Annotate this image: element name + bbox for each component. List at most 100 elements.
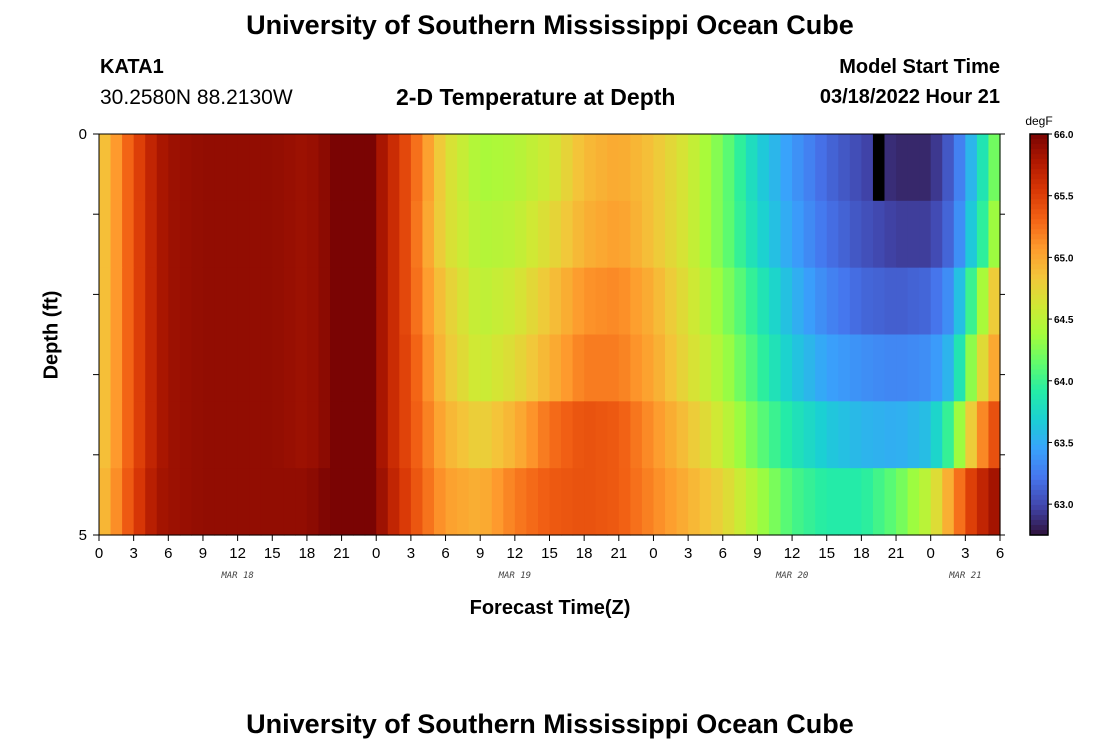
heatmap-cell [722,334,735,402]
heatmap-cell [272,267,285,336]
colorbar-swatch [1030,369,1048,376]
heatmap-cell [942,267,955,336]
heatmap-cell [792,134,805,202]
heatmap-cell [872,267,886,336]
heatmap-cell [376,401,389,469]
heatmap-cell [480,134,493,202]
heatmap-cell [815,468,828,536]
heatmap-cell [699,134,712,202]
heatmap-cell [202,334,216,402]
colorbar-swatch [1030,239,1048,245]
heatmap-cell [387,401,400,469]
heatmap-cell [792,267,805,336]
heatmap-cell [907,401,920,469]
colorbar-swatch [1030,454,1048,461]
heatmap-cell [688,134,701,202]
colorbar-swatch [1030,209,1048,215]
heatmap-cell [249,401,262,469]
heatmap-cell [526,200,539,269]
heatmap-cell [826,468,839,536]
y-tick-label: 5 [79,527,87,544]
heatmap-cell [457,267,470,336]
heatmap-cell [249,134,262,202]
heatmap-cell [399,267,412,336]
heatmap-cell [122,468,135,536]
colorbar-swatch [1030,349,1048,356]
heatmap-cell [99,134,112,202]
heatmap-cell [757,468,770,536]
heatmap-cell [318,468,331,536]
heatmap-cell [838,468,851,536]
heatmap-cell [722,267,735,336]
heatmap-cell [618,401,631,469]
heatmap-cell [618,334,631,402]
heatmap-cell [965,334,978,402]
heatmap-cell [387,334,400,402]
heatmap-cell [214,468,227,536]
heatmap-cell [179,267,193,336]
heatmap-cell [711,134,724,202]
heatmap-cell [168,401,181,469]
heatmap-cell [503,200,516,269]
heatmap-cell [630,134,643,202]
heatmap-cell [503,267,516,336]
heatmap-cell [99,200,112,269]
heatmap-cell [491,401,504,469]
colorbar-tick-label: 65.0 [1054,253,1074,264]
heatmap-cell [283,200,296,269]
heatmap-cell [110,401,123,469]
heatmap-cell [630,267,643,336]
heatmap-cell [168,267,181,336]
x-day-label: MAR 20 [775,571,809,581]
heatmap-cell [942,401,955,469]
heatmap-cell [445,401,458,469]
heatmap-cell [930,468,943,536]
heatmap-cell [433,200,447,269]
heatmap-cell [214,134,227,202]
heatmap-cell [976,200,990,269]
x-tick-label: 3 [129,545,137,562]
heatmap-cell [584,334,597,402]
heatmap-cell [884,134,897,202]
heatmap-cell [653,267,666,336]
heatmap-cell [849,200,862,269]
heatmap-cell [965,401,978,469]
heatmap-cell [607,468,620,536]
heatmap-cell [364,401,377,469]
heatmap-cell [861,468,874,536]
heatmap-cell [468,468,481,536]
colorbar-swatch [1030,409,1048,416]
heatmap-cell [433,134,447,202]
heatmap-cell [815,200,828,269]
colorbar-swatch [1030,199,1048,205]
heatmap-cell [896,134,909,202]
heatmap-cell [272,468,285,536]
colorbar-swatch [1030,329,1048,336]
heatmap-cell [942,468,955,536]
heatmap-cell [133,200,146,269]
heatmap-cell [849,334,862,402]
colorbar-swatch [1030,469,1048,476]
heatmap-cell [226,401,239,469]
x-tick-label: 0 [927,545,935,562]
colorbar-tick-label: 64.5 [1054,315,1074,326]
heatmap-cell [561,134,574,202]
heatmap-cell [953,200,966,269]
heatmap-cell [965,267,978,336]
heatmap-cell [353,200,366,269]
heatmap-cell [422,200,435,269]
heatmap-cell [561,200,574,269]
heatmap-cell [561,267,574,336]
x-tick-label: 15 [264,545,281,562]
heatmap-cell [722,401,735,469]
heatmap-cell [953,334,966,402]
heatmap-cell [376,468,389,536]
heatmap-cell [272,134,285,202]
heatmap-cell [156,401,169,469]
heatmap-cell [595,401,608,469]
heatmap-cell [468,267,481,336]
colorbar-swatch [1030,389,1048,396]
heatmap-cell [422,267,435,336]
heatmap-cell [607,401,620,469]
heatmap-cell [330,401,343,469]
